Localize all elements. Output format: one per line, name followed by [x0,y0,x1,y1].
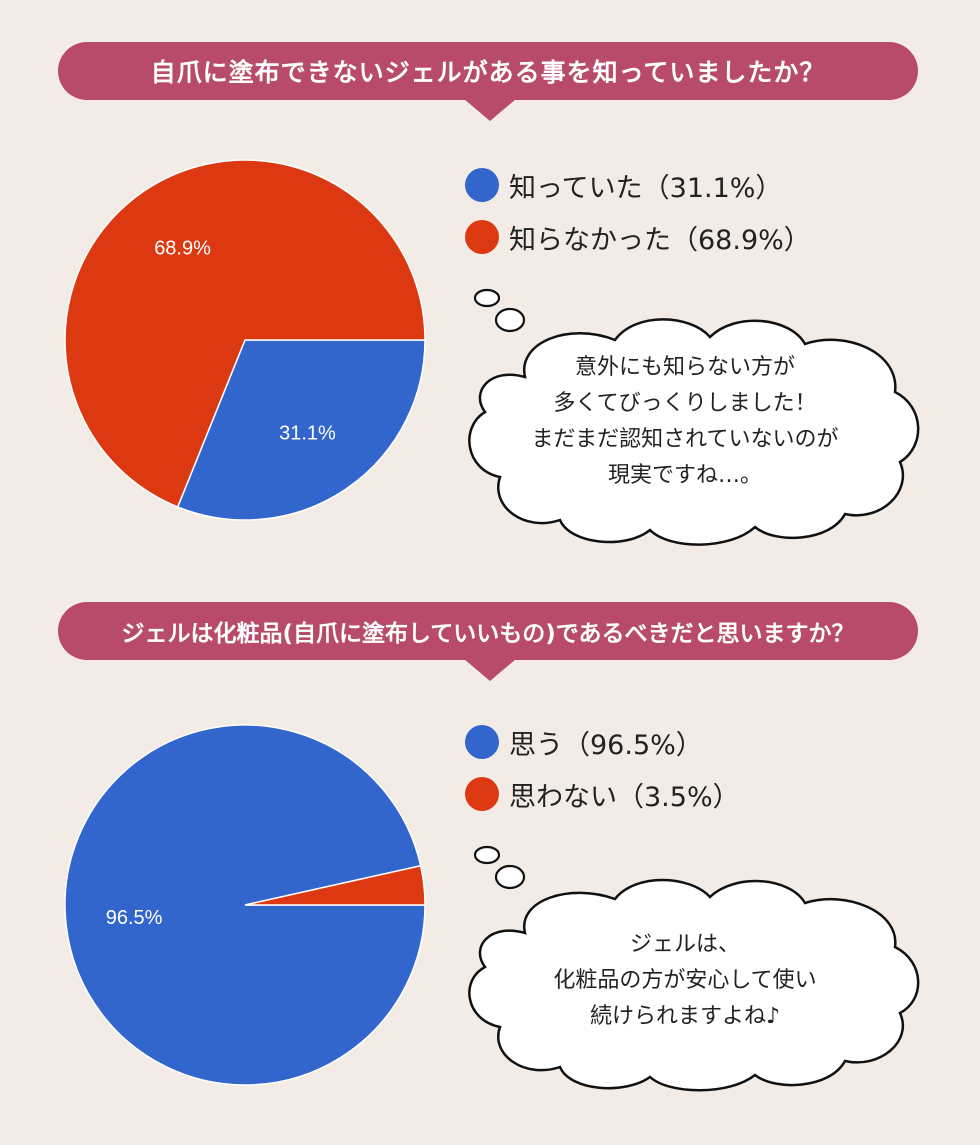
legend-label: 思わない（3.5%） [509,781,740,813]
pie-data-label: 96.5% [106,907,163,929]
comment-line: まだまだ認知されていないのが [531,427,839,452]
legend-swatch-blue [465,168,499,202]
pie-slice-1 [244,864,426,906]
thought-bubble-cloud [468,288,920,546]
legend-item-disagree: 思わない（3.5%） [465,777,740,813]
bubble-comment: 意外にも知らない方が 多くてびっくりしました！ まだまだ認知されていないのが 現… [455,350,915,494]
legend-label: 知らなかった（68.9%） [509,224,811,256]
thought-bubble: ジェルは、 化粧品の方が安心して使い 続けられますよね♪ [455,845,925,1099]
pie-chart: 31.1% 68.9% [64,159,426,521]
legend-item-known: 知っていた（31.1%） [465,168,811,204]
question-banner: ジェルは化粧品(自爪に塗布していいもの)であるべきだと思いますか？ [58,602,918,660]
legend-label: 知っていた（31.1%） [509,172,783,204]
banner-pointer [464,659,516,681]
banner-pointer [464,99,516,121]
legend-item-agree: 思う（96.5%） [465,725,740,761]
chart-legend: 知っていた（31.1%） 知らなかった（68.9%） [465,168,811,272]
pie-data-label: 68.9% [154,238,211,260]
legend-swatch-red [465,220,499,254]
legend-item-unknown: 知らなかった（68.9%） [465,220,811,256]
bubble-comment: ジェルは、 化粧品の方が安心して使い 続けられますよね♪ [455,927,915,1035]
question-banner: 自爪に塗布できないジェルがある事を知っていましたか？ [58,42,918,100]
comment-line: 多くてびっくりしました！ [553,391,817,416]
comment-line: 化粧品の方が安心して使い [553,968,817,993]
comment-line: 続けられますよね♪ [589,1004,781,1029]
thought-bubble-cloud [468,845,920,1092]
pie-data-label: 31.1% [279,422,336,444]
comment-line: 意外にも知らない方が [574,355,795,380]
thought-bubble: 意外にも知らない方が 多くてびっくりしました！ まだまだ認知されていないのが 現… [455,282,925,556]
legend-swatch-blue [465,725,499,759]
pie-chart: 96.5% [64,724,426,1086]
chart-legend: 思う（96.5%） 思わない（3.5%） [465,725,740,829]
legend-swatch-red [465,777,499,811]
legend-label: 思う（96.5%） [509,729,703,761]
comment-line: ジェルは、 [629,932,740,957]
survey-section-2: ジェルは化粧品(自爪に塗布していいもの)であるべきだと思いますか？ 96.5% … [0,560,980,1120]
pie-slice-1 [64,159,426,508]
comment-line: 現実ですね…。 [607,463,762,488]
pie-slice-0 [176,339,426,521]
survey-section-1: 自爪に塗布できないジェルがある事を知っていましたか？ 31.1% 68.9% 知っ… [0,0,980,560]
